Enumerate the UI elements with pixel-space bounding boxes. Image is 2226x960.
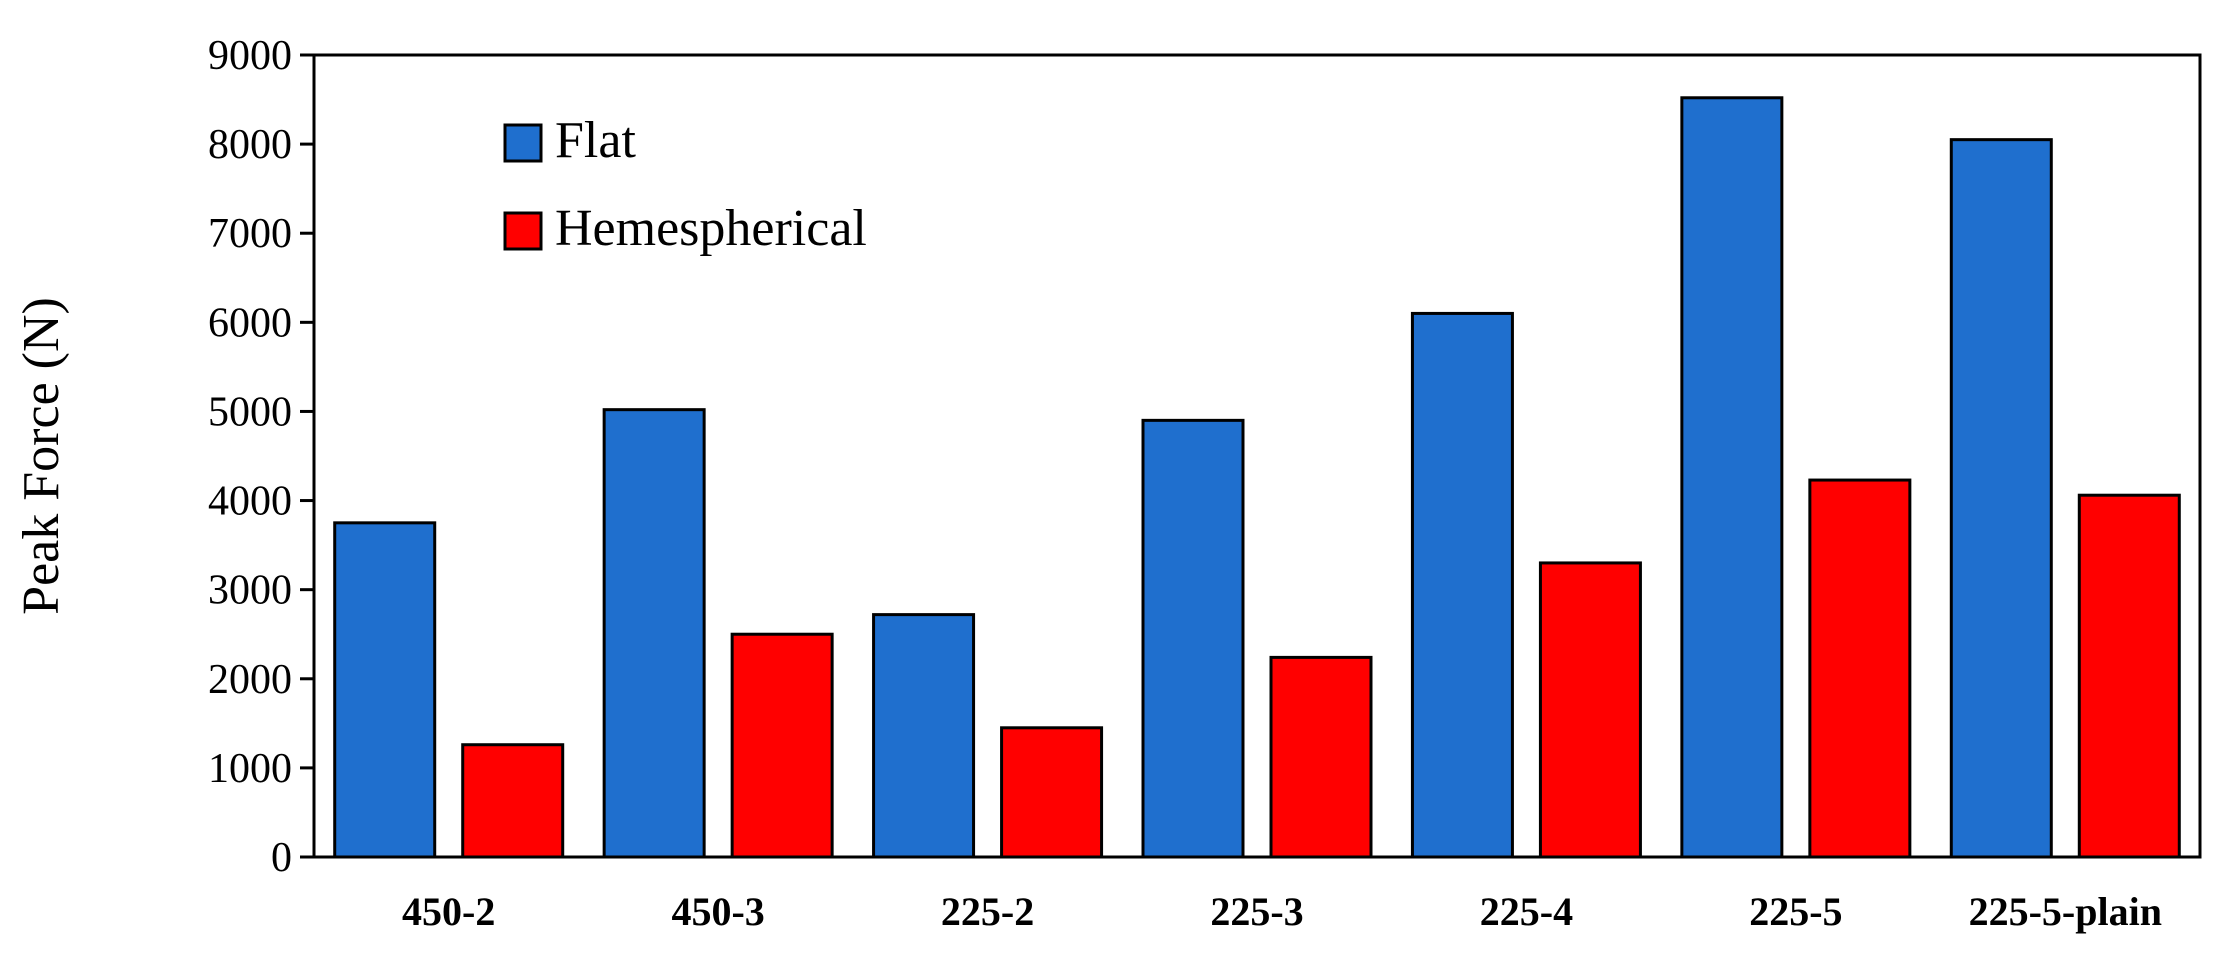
bar-hemespherical-450-3 <box>730 632 834 859</box>
bar-flat-225-3 <box>1141 418 1245 859</box>
legend-swatch-hemespherical <box>503 211 543 251</box>
bar-hemespherical-225-5-plain <box>2077 493 2181 859</box>
y-axis-title: Peak Force (N) <box>13 297 70 615</box>
y-tick-label: 3000 <box>208 568 292 614</box>
x-category-label: 225-2 <box>941 889 1034 934</box>
legend-label-flat: Flat <box>555 112 636 169</box>
bar-flat-225-2 <box>872 613 976 859</box>
y-tick-label: 7000 <box>208 211 292 257</box>
bar-flat-225-5 <box>1680 96 1784 859</box>
bar-hemespherical-450-2 <box>461 743 565 859</box>
bar-hemespherical-225-2 <box>1000 726 1104 859</box>
bar-hemespherical-225-4 <box>1538 561 1642 859</box>
y-tick-label: 1000 <box>208 746 292 792</box>
x-category-label: 450-3 <box>671 889 764 934</box>
x-category-label: 225-5 <box>1749 889 1842 934</box>
legend-label-hemespherical: Hemespherical <box>555 200 867 257</box>
legend-swatch-flat <box>503 123 543 163</box>
y-tick-label: 9000 <box>208 33 292 79</box>
x-category-label: 225-5-plain <box>1969 889 2162 934</box>
bar-hemespherical-225-3 <box>1269 655 1373 859</box>
x-category-label: 225-3 <box>1210 889 1303 934</box>
bar-hemespherical-225-5 <box>1808 478 1912 859</box>
bar-flat-450-3 <box>602 408 706 859</box>
y-tick-label: 0 <box>271 835 292 881</box>
y-tick-label: 4000 <box>208 479 292 525</box>
bar-flat-450-2 <box>333 521 437 859</box>
x-category-label: 225-4 <box>1480 889 1573 934</box>
bars-group <box>333 96 2181 859</box>
y-tick-label: 2000 <box>208 657 292 703</box>
x-axis-labels: 450-2 450-3 225-2 225-3 225-4 225-5 225-5-plai… <box>402 889 2162 934</box>
plot-area-frame <box>312 53 2202 859</box>
legend: Flat Hemespherical <box>503 112 867 257</box>
bar-flat-225-5-plain <box>1949 138 2053 859</box>
bar-flat-225-4 <box>1410 311 1514 859</box>
x-category-label: 450-2 <box>402 889 495 934</box>
y-axis-ticks: 0 1000 2000 3000 4000 5000 6000 7000 8000 9000 <box>208 33 314 881</box>
y-tick-label: 8000 <box>208 122 292 168</box>
y-tick-label: 5000 <box>208 389 292 435</box>
y-tick-label: 6000 <box>208 300 292 346</box>
